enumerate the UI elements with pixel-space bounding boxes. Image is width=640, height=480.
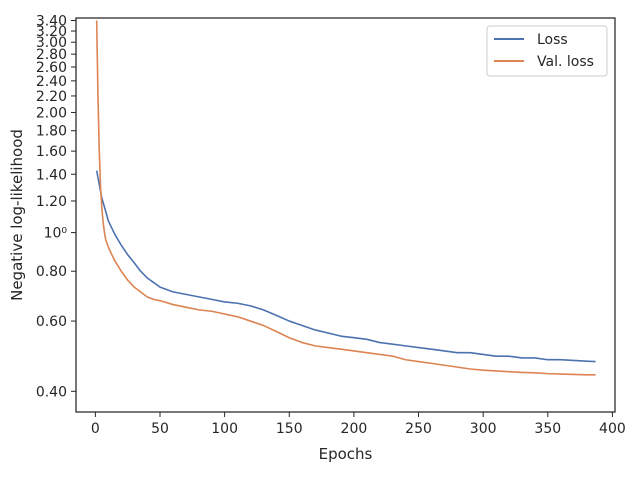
x-tick-label: 250 xyxy=(405,421,432,437)
x-tick-label: 350 xyxy=(534,421,561,437)
plot-frame xyxy=(75,17,616,413)
legend: Loss Val. loss xyxy=(486,25,608,77)
x-tick-label: 150 xyxy=(276,421,303,437)
y-tick-label: 1.20 xyxy=(36,194,67,210)
y-tick-label: 1.40 xyxy=(36,167,67,183)
x-tick-label: 100 xyxy=(211,421,238,437)
y-tick-label: 2.00 xyxy=(36,105,67,121)
x-tick-label: 200 xyxy=(341,421,368,437)
x-tick-label: 400 xyxy=(599,421,626,437)
series-line-val-loss xyxy=(95,20,596,376)
x-axis-ticks: 0 50 100 150 200 250 300 350 400 xyxy=(91,412,626,437)
y-tick-label: 10⁰ xyxy=(44,226,68,242)
y-tick-label: 2.20 xyxy=(36,89,67,105)
y-tick-label: 2.60 xyxy=(36,60,67,76)
legend-label-val-loss: Val. loss xyxy=(537,54,594,70)
x-tick-label: 0 xyxy=(91,421,100,437)
y-tick-label: 2.40 xyxy=(36,74,67,90)
y-axis-label: Negative log-likelihood xyxy=(8,129,26,301)
x-tick-label: 300 xyxy=(470,421,497,437)
y-tick-label: 0.60 xyxy=(36,314,67,330)
y-tick-label: 3.20 xyxy=(36,24,67,40)
x-tick-label: 50 xyxy=(151,421,169,437)
y-tick-label: 1.80 xyxy=(36,124,67,140)
legend-label-loss: Loss xyxy=(537,32,568,48)
y-tick-label: 1.60 xyxy=(36,144,67,160)
y-tick-label: 0.40 xyxy=(36,384,67,400)
y-tick-label: 3.00 xyxy=(36,35,67,51)
x-axis-label: Epochs xyxy=(319,445,373,463)
y-tick-label: 2.80 xyxy=(36,47,67,63)
series-line-loss xyxy=(95,170,596,363)
y-axis-ticks: 0.400.600.8010⁰1.201.401.601.802.002.202… xyxy=(36,14,76,400)
y-tick-label: 3.40 xyxy=(36,14,67,30)
y-tick-label: 0.80 xyxy=(36,264,67,280)
plot-marks xyxy=(95,20,596,376)
